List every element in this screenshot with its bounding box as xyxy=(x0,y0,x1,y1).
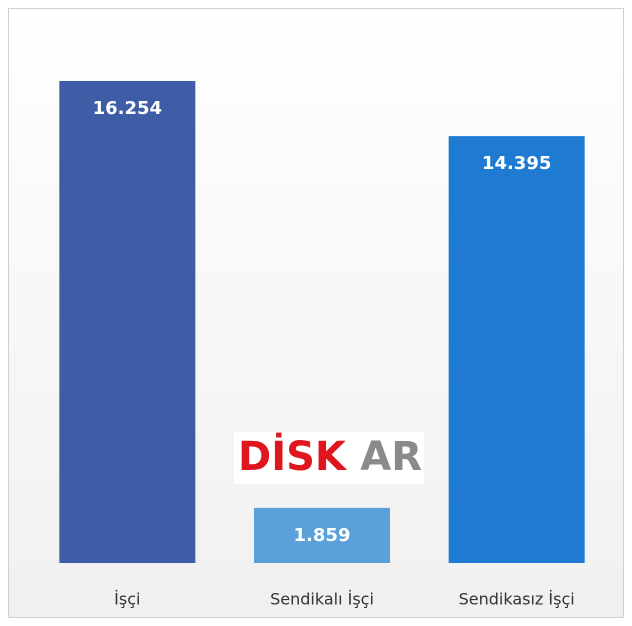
logo: DİSK AR xyxy=(234,432,424,484)
data-label: 16.254 xyxy=(93,98,162,119)
x-tick-label: İşçi xyxy=(114,590,140,609)
logo-background xyxy=(234,432,424,484)
data-label: 1.859 xyxy=(294,525,351,546)
x-tick-label: Sendikasız İşçi xyxy=(459,590,575,609)
bar xyxy=(254,507,390,563)
bar xyxy=(59,81,196,563)
x-tick-label: Sendikalı İşçi xyxy=(270,590,374,609)
data-label: 14.395 xyxy=(482,153,551,174)
logo-text: AR xyxy=(360,434,422,480)
logo-text: DİSK xyxy=(238,432,348,480)
bar xyxy=(448,136,585,563)
